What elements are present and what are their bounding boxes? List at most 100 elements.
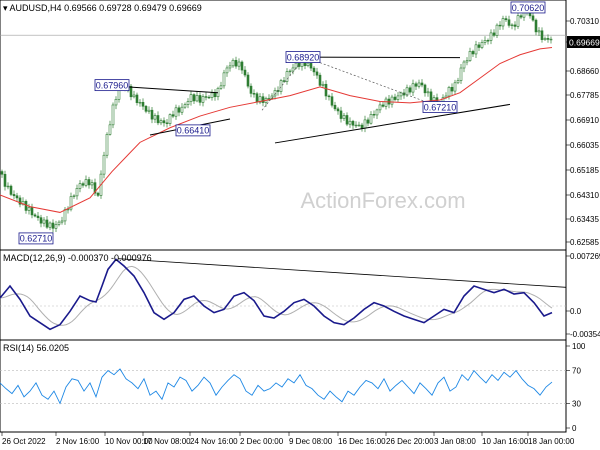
price-label: 0.67960 xyxy=(94,79,130,92)
candle-body xyxy=(246,74,250,87)
candle-body xyxy=(393,96,397,100)
candle xyxy=(369,111,373,125)
candle xyxy=(27,203,31,215)
candle xyxy=(48,221,52,231)
candle-body xyxy=(141,102,145,107)
price-axis-tick-label: 0.66910 xyxy=(570,116,599,125)
candle xyxy=(393,93,397,102)
candle-body xyxy=(348,120,352,125)
price-label-box xyxy=(175,124,211,137)
candle-body xyxy=(351,120,355,126)
candle-body xyxy=(36,215,40,218)
candle xyxy=(330,92,334,108)
price-axis-tick-label: 0.67785 xyxy=(570,91,599,100)
candle xyxy=(72,194,76,199)
candle xyxy=(12,190,16,200)
time-axis-tick-label: 16 Dec 16:00 xyxy=(338,437,386,446)
candle xyxy=(222,69,226,89)
candle xyxy=(354,121,358,129)
candle-body xyxy=(324,83,328,97)
candle-body xyxy=(357,124,361,127)
candle xyxy=(60,216,64,225)
candle xyxy=(285,68,289,85)
candle xyxy=(258,93,262,105)
candle xyxy=(165,118,169,128)
candle xyxy=(408,85,412,95)
candle xyxy=(273,87,277,100)
candle-body xyxy=(384,98,388,107)
candle-body xyxy=(219,85,223,89)
candle-body xyxy=(459,67,463,81)
candle-body xyxy=(48,222,52,228)
candle xyxy=(156,111,160,126)
price-axis-tick-label: 0.65185 xyxy=(570,166,599,175)
candle xyxy=(363,115,367,133)
candle xyxy=(336,106,340,115)
candle xyxy=(213,89,217,101)
candle-body xyxy=(342,115,346,119)
candle-body xyxy=(420,82,424,86)
candle-body xyxy=(51,222,55,229)
price-label-text: 0.67960 xyxy=(96,80,129,90)
candle-body xyxy=(138,102,142,104)
candle xyxy=(414,81,418,91)
candle xyxy=(549,36,553,44)
candle-body xyxy=(279,80,283,92)
candle xyxy=(210,89,214,101)
candle xyxy=(483,36,487,46)
price-label: 0.67210 xyxy=(422,101,458,113)
macd-panel-frame xyxy=(0,249,567,341)
candle-body xyxy=(69,196,73,210)
candle xyxy=(42,217,46,227)
candle-body xyxy=(108,124,112,135)
candle-body xyxy=(360,124,364,129)
candle xyxy=(57,220,61,227)
candle-body xyxy=(321,83,325,86)
candle xyxy=(453,79,457,95)
candle-body xyxy=(471,51,475,55)
candle-body xyxy=(105,134,109,156)
candle xyxy=(159,118,163,126)
candle xyxy=(333,101,337,112)
candle-body xyxy=(492,32,496,36)
price-label: 0.66410 xyxy=(175,124,211,137)
candle-body xyxy=(465,60,469,63)
candle xyxy=(411,79,415,97)
candle xyxy=(507,15,511,28)
candle-body xyxy=(237,61,241,67)
candle xyxy=(366,117,370,127)
candle xyxy=(225,65,229,77)
candle-body xyxy=(153,115,157,120)
candle-body xyxy=(315,71,319,76)
candle xyxy=(390,94,394,108)
candle-body xyxy=(201,96,205,103)
candle xyxy=(198,92,202,106)
candle xyxy=(84,175,88,188)
candle xyxy=(180,103,184,116)
candle-body xyxy=(18,197,22,205)
candle-body xyxy=(111,104,115,126)
price-label-text: 0.68920 xyxy=(287,52,320,62)
candle xyxy=(396,92,400,103)
candle xyxy=(321,81,325,88)
candle-body xyxy=(60,220,64,223)
macd-axis-tick-label: 0.0 xyxy=(570,307,582,316)
dropdown-icon[interactable]: ▾ xyxy=(3,3,8,13)
candle-body xyxy=(183,104,187,108)
time-axis-tick-label: 10 Nov 00:00 xyxy=(105,437,153,446)
price-axis-tick-label: 0.66035 xyxy=(570,141,599,150)
candle-body xyxy=(447,87,451,97)
candle xyxy=(111,102,115,129)
rsi-axis-tick-label: 30 xyxy=(572,399,581,408)
candle xyxy=(519,13,523,20)
candle-body xyxy=(366,119,370,124)
macd-trendline xyxy=(117,258,567,288)
candle-body xyxy=(84,179,88,186)
candle xyxy=(174,104,178,120)
macd-layer xyxy=(0,258,567,331)
price-label-text: 0.67210 xyxy=(424,102,457,112)
candle xyxy=(381,101,385,108)
candle-body xyxy=(234,59,238,67)
ohlc-values: 0.69566 0.69728 0.69479 0.69669 xyxy=(64,3,202,13)
candle xyxy=(513,21,517,31)
